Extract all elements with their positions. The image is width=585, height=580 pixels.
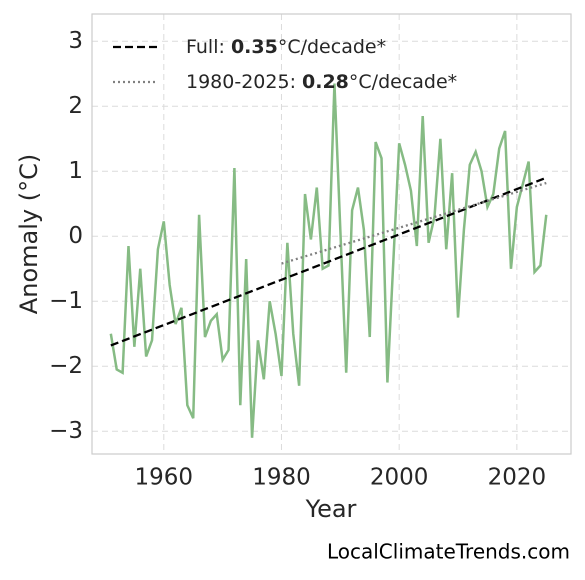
watermark: LocalClimateTrends.com (327, 540, 570, 564)
y-tick-label: 2 (68, 93, 83, 119)
legend-entry: Full: 0.35°C/decade* (186, 36, 386, 58)
legend-rate: 0.35 (231, 36, 278, 58)
x-tick-label: 2020 (488, 465, 547, 491)
legend-unit: °C/decade* (349, 71, 457, 93)
legend-name: Full: (186, 36, 225, 58)
x-tick-label: 2000 (370, 465, 429, 491)
data-line (109, 83, 548, 438)
y-tick-label: 1 (68, 158, 83, 184)
y-axis-label: Anomaly (°C) (15, 154, 43, 314)
trend-line (281, 181, 547, 265)
y-tick-label: −3 (49, 418, 83, 444)
legend-entry: 1980-2025: 0.28°C/decade* (186, 71, 457, 93)
y-tick-label: 0 (68, 223, 83, 249)
y-tick-label: 3 (68, 28, 83, 54)
y-tick-label: −1 (49, 288, 83, 314)
legend-name: 1980-2025: (186, 71, 296, 93)
plot-frame (91, 13, 572, 455)
x-tick-label: 1980 (252, 465, 311, 491)
y-tick-label: −2 (49, 353, 83, 379)
legend-unit: °C/decade* (278, 36, 386, 58)
x-tick-label: 1960 (135, 465, 194, 491)
legend-rate: 0.28 (302, 71, 349, 93)
x-axis-label: Year (305, 495, 357, 523)
